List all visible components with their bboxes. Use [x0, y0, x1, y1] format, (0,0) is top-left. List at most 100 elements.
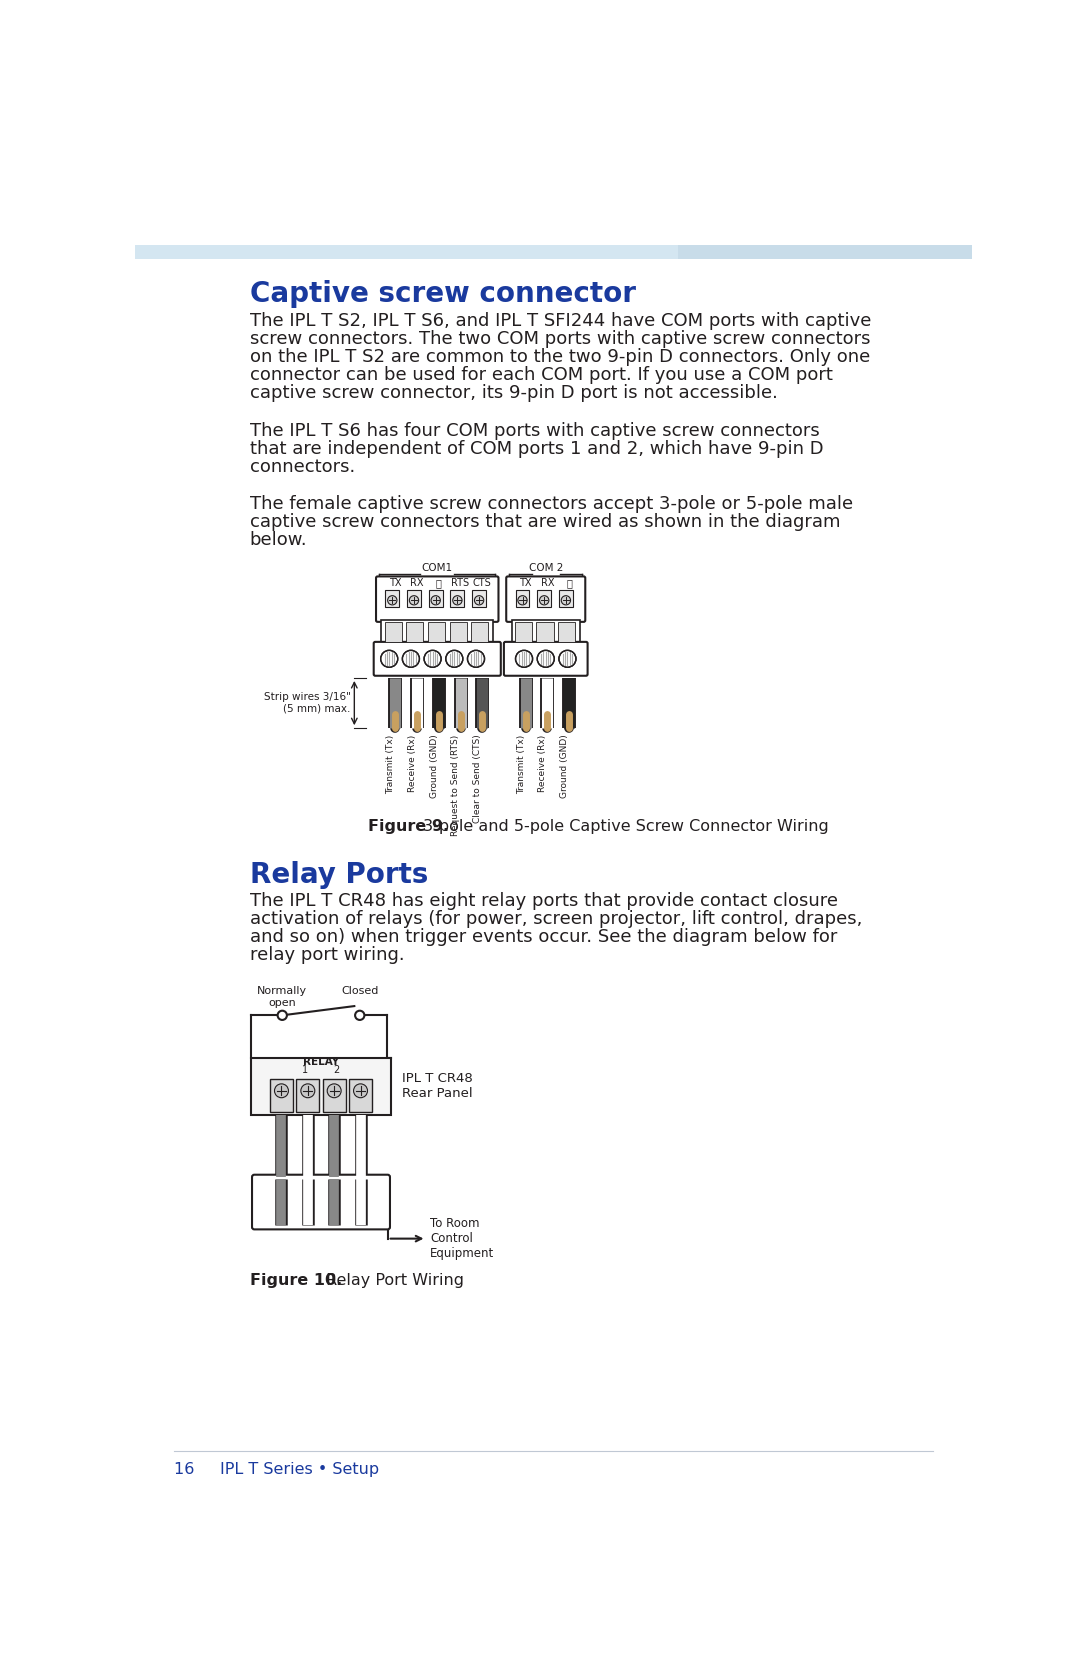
- Bar: [349, 1080, 373, 1112]
- Text: on the IPL T S2 are common to the two 9-pin D connectors. Only one: on the IPL T S2 are common to the two 9-…: [249, 349, 870, 366]
- Bar: [296, 1080, 320, 1112]
- FancyBboxPatch shape: [376, 576, 499, 623]
- Circle shape: [327, 1083, 341, 1098]
- Text: IPL T CR48
Rear Panel: IPL T CR48 Rear Panel: [403, 1071, 473, 1100]
- Bar: [252, 1058, 391, 1115]
- Circle shape: [446, 651, 463, 668]
- Text: Receive (Rx): Receive (Rx): [408, 734, 417, 791]
- Circle shape: [380, 651, 397, 668]
- Text: RELAY: RELAY: [302, 1056, 339, 1066]
- Text: Receive (Rx): Receive (Rx): [538, 734, 548, 791]
- Bar: [384, 623, 402, 643]
- Text: captive screw connector, its 9-pin D port is not accessible.: captive screw connector, its 9-pin D por…: [249, 384, 778, 402]
- Bar: [406, 623, 423, 643]
- Bar: [512, 621, 580, 644]
- Circle shape: [468, 651, 485, 668]
- Text: Ground (GND): Ground (GND): [430, 734, 438, 798]
- Bar: [449, 623, 467, 643]
- Text: The IPL T S6 has four COM ports with captive screw connectors: The IPL T S6 has four COM ports with cap…: [249, 422, 820, 439]
- FancyBboxPatch shape: [374, 643, 501, 676]
- Circle shape: [431, 596, 441, 604]
- Text: Normally
open: Normally open: [257, 986, 308, 1008]
- Circle shape: [274, 1083, 288, 1098]
- Bar: [471, 623, 488, 643]
- Text: connectors.: connectors.: [249, 457, 355, 476]
- Bar: [429, 591, 443, 608]
- Bar: [537, 591, 551, 608]
- Bar: [558, 623, 576, 643]
- Circle shape: [353, 1083, 367, 1098]
- Text: RTS: RTS: [451, 577, 470, 587]
- Bar: [323, 1080, 346, 1112]
- Text: 3-pole and 5-pole Captive Screw Connector Wiring: 3-pole and 5-pole Captive Screw Connecto…: [418, 819, 828, 834]
- Bar: [559, 591, 572, 608]
- Bar: [407, 591, 421, 608]
- Bar: [135, 245, 677, 259]
- Text: captive screw connectors that are wired as shown in the diagram: captive screw connectors that are wired …: [249, 514, 840, 531]
- Text: Strip wires 3/16"
(5 mm) max.: Strip wires 3/16" (5 mm) max.: [264, 693, 350, 714]
- Bar: [381, 621, 494, 644]
- Bar: [515, 623, 531, 643]
- FancyBboxPatch shape: [252, 1175, 390, 1230]
- Circle shape: [515, 651, 532, 668]
- Text: Figure 9.: Figure 9.: [367, 819, 448, 834]
- FancyBboxPatch shape: [504, 643, 588, 676]
- Circle shape: [278, 1011, 287, 1020]
- Text: RX: RX: [541, 577, 554, 587]
- Text: Relay Ports: Relay Ports: [249, 861, 428, 890]
- Text: ⏚: ⏚: [436, 577, 442, 587]
- Circle shape: [559, 651, 576, 668]
- Bar: [270, 1080, 293, 1112]
- Text: screw connectors. The two COM ports with captive screw connectors: screw connectors. The two COM ports with…: [249, 330, 870, 349]
- Text: Figure 10.: Figure 10.: [249, 1273, 342, 1288]
- Text: COM 2: COM 2: [528, 564, 563, 574]
- Text: TX: TX: [389, 577, 402, 587]
- Circle shape: [388, 596, 397, 604]
- Text: relay port wiring.: relay port wiring.: [249, 946, 404, 965]
- Bar: [428, 623, 445, 643]
- Circle shape: [540, 596, 549, 604]
- Circle shape: [424, 651, 441, 668]
- Text: Relay Port Wiring: Relay Port Wiring: [321, 1273, 464, 1288]
- Text: below.: below.: [249, 531, 308, 549]
- Circle shape: [409, 596, 419, 604]
- Circle shape: [403, 651, 419, 668]
- Text: connector can be used for each COM port. If you use a COM port: connector can be used for each COM port.…: [249, 366, 833, 384]
- Text: COM1: COM1: [421, 564, 453, 574]
- Bar: [537, 623, 554, 643]
- Text: The IPL T S2, IPL T S6, and IPL T SFI244 have COM ports with captive: The IPL T S2, IPL T S6, and IPL T SFI244…: [249, 312, 872, 330]
- Circle shape: [517, 596, 527, 604]
- Circle shape: [453, 596, 462, 604]
- Text: The female captive screw connectors accept 3-pole or 5-pole male: The female captive screw connectors acce…: [249, 496, 853, 512]
- Text: Transmit (Tx): Transmit (Tx): [387, 734, 395, 793]
- Circle shape: [301, 1083, 314, 1098]
- Bar: [386, 591, 400, 608]
- Circle shape: [537, 651, 554, 668]
- Circle shape: [355, 1011, 364, 1020]
- Text: and so on) when trigger events occur. See the diagram below for: and so on) when trigger events occur. Se…: [249, 928, 837, 946]
- Text: ⏚: ⏚: [566, 577, 572, 587]
- Circle shape: [562, 596, 570, 604]
- Text: Captive screw connector: Captive screw connector: [249, 280, 636, 307]
- Text: CTS: CTS: [473, 577, 491, 587]
- Text: that are independent of COM ports 1 and 2, which have 9-pin D: that are independent of COM ports 1 and …: [249, 439, 823, 457]
- Text: Ground (GND): Ground (GND): [561, 734, 569, 798]
- Bar: [450, 591, 464, 608]
- Text: RX: RX: [410, 577, 423, 587]
- Text: To Room
Control
Equipment: To Room Control Equipment: [430, 1217, 495, 1260]
- Circle shape: [474, 596, 484, 604]
- Bar: [135, 245, 972, 259]
- Text: TX: TX: [519, 577, 531, 587]
- Bar: [472, 591, 486, 608]
- Text: 16     IPL T Series • Setup: 16 IPL T Series • Setup: [174, 1462, 379, 1477]
- Text: The IPL T CR48 has eight relay ports that provide contact closure: The IPL T CR48 has eight relay ports tha…: [249, 893, 838, 910]
- Text: 2: 2: [334, 1065, 339, 1075]
- FancyBboxPatch shape: [507, 576, 585, 623]
- Text: activation of relays (for power, screen projector, lift control, drapes,: activation of relays (for power, screen …: [249, 910, 862, 928]
- Text: Closed: Closed: [341, 986, 378, 996]
- Text: Clear to Send (CTS): Clear to Send (CTS): [473, 734, 482, 823]
- Text: Request to Send (RTS): Request to Send (RTS): [451, 734, 460, 836]
- Text: 1: 1: [302, 1065, 309, 1075]
- Bar: [515, 591, 529, 608]
- Text: Transmit (Tx): Transmit (Tx): [516, 734, 526, 793]
